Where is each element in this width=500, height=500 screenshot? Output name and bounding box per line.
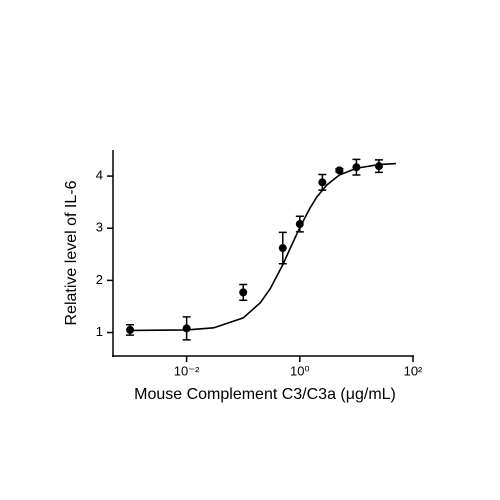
x-axis-title: Mouse Complement C3/C3a (μg/mL) <box>134 386 396 403</box>
x-tick-label: 10⁻² <box>174 363 200 378</box>
x-tick-label: 10⁰ <box>290 363 310 378</box>
data-point <box>126 325 135 334</box>
data-point <box>182 324 191 333</box>
x-tick-label: 10² <box>404 363 423 378</box>
data-point <box>278 244 287 253</box>
y-tick-label: 1 <box>96 324 103 339</box>
y-tick-label: 2 <box>96 272 103 287</box>
y-tick-label: 4 <box>96 168 103 183</box>
data-point <box>239 288 248 297</box>
data-point <box>374 162 383 171</box>
y-axis-title: Relative level of IL-6 <box>63 180 80 325</box>
data-point <box>318 178 327 187</box>
y-tick-label: 3 <box>96 220 103 235</box>
data-point <box>352 163 361 172</box>
fit-curve <box>130 162 397 332</box>
data-point <box>295 220 304 229</box>
data-point <box>335 166 344 175</box>
